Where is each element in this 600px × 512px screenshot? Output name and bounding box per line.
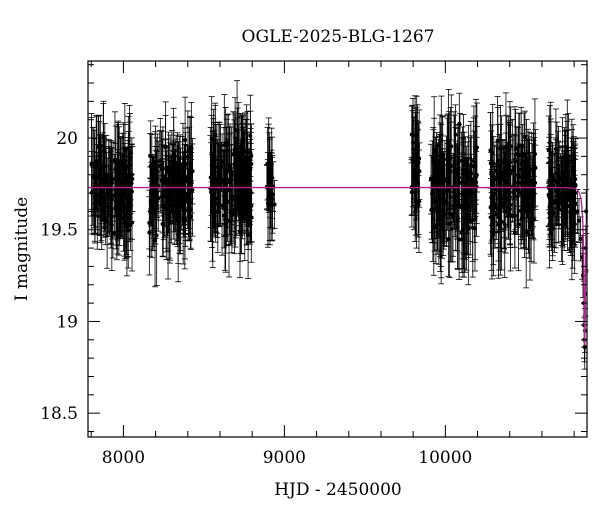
- data-point: [550, 173, 557, 229]
- data-point: [451, 172, 458, 230]
- data-point: [492, 176, 499, 233]
- data-point: [223, 126, 230, 237]
- data-point: [228, 126, 235, 226]
- data-point: [237, 164, 244, 262]
- data-point: [524, 138, 531, 213]
- data-point: [158, 130, 165, 208]
- data-point: [547, 187, 554, 248]
- data-point: [468, 135, 475, 212]
- data-point: [442, 189, 449, 239]
- y-tick-label: 18.5: [40, 404, 78, 424]
- plot-frame: [87, 60, 588, 438]
- data-point: [566, 158, 573, 254]
- x-tick-label: 9000: [263, 448, 306, 468]
- data-point: [170, 116, 177, 201]
- data-point: [500, 146, 507, 213]
- data-point: [562, 135, 569, 235]
- data-point: [547, 134, 554, 236]
- x-tick-label: 8000: [102, 448, 145, 468]
- data-point: [219, 133, 226, 190]
- data-point: [490, 136, 497, 191]
- data-point: [147, 166, 154, 257]
- data-point: [164, 176, 171, 252]
- chart-title: OGLE-2025-BLG-1267: [242, 27, 435, 47]
- x-axis-ticks: 8000 9000 10000: [90, 61, 575, 468]
- data-point: [473, 150, 480, 214]
- data-point: [515, 126, 522, 225]
- data-point: [177, 158, 184, 255]
- data-point: [438, 174, 445, 279]
- data-point: [494, 107, 501, 215]
- data-point: [240, 122, 247, 234]
- data-point: [235, 123, 242, 222]
- data-point: [552, 139, 559, 243]
- model-curve: [88, 186, 588, 346]
- data-point: [213, 123, 220, 233]
- data-point: [174, 145, 181, 225]
- data-point: [495, 124, 502, 234]
- data-point: [546, 182, 553, 231]
- data-point: [525, 173, 532, 235]
- data-point: [509, 118, 516, 223]
- data-point: [555, 147, 562, 215]
- data-point: [247, 159, 254, 223]
- data-point: [159, 191, 166, 257]
- data-point: [435, 158, 442, 265]
- data-point: [430, 180, 437, 276]
- data-point: [500, 140, 507, 250]
- data-point: [515, 112, 522, 227]
- data-point: [415, 149, 422, 253]
- data-point: [455, 167, 462, 270]
- data-point: [120, 122, 127, 206]
- data-point: [488, 152, 495, 244]
- data-point: [470, 105, 477, 217]
- data-point: [445, 201, 452, 277]
- data-point: [109, 207, 116, 259]
- data-point: [162, 101, 169, 192]
- y-axis-ticks: 18.5 19 19.5 20: [40, 64, 587, 432]
- data-point: [448, 94, 455, 199]
- data-point: [152, 125, 159, 218]
- data-point: [575, 198, 582, 243]
- data-point: [212, 104, 219, 165]
- data-point: [507, 106, 514, 187]
- y-tick-label: 19: [56, 312, 78, 332]
- x-tick-label: 10000: [418, 448, 472, 468]
- data-point: [531, 137, 538, 195]
- data-point: [446, 111, 453, 220]
- data-points-layer: [88, 80, 590, 370]
- data-point: [408, 105, 415, 164]
- data-point: [437, 122, 444, 191]
- data-point: [460, 210, 467, 269]
- data-point: [428, 180, 435, 240]
- data-point: [112, 162, 119, 218]
- data-point: [244, 133, 251, 226]
- data-point: [519, 156, 526, 241]
- data-point: [208, 96, 215, 183]
- data-point: [458, 132, 465, 234]
- data-point: [233, 117, 240, 205]
- data-point: [493, 141, 500, 200]
- data-point: [182, 161, 189, 235]
- data-point: [115, 180, 122, 256]
- data-point: [469, 177, 476, 262]
- y-axis-label: I magnitude: [12, 197, 32, 301]
- data-point: [520, 159, 527, 249]
- data-point: [149, 165, 156, 236]
- data-point: [96, 152, 103, 236]
- data-point: [168, 154, 175, 244]
- data-point: [408, 156, 415, 228]
- data-point: [89, 126, 96, 226]
- data-point: [415, 175, 422, 235]
- data-point: [125, 131, 132, 222]
- data-point: [412, 152, 419, 206]
- y-tick-label: 19.5: [40, 221, 78, 241]
- data-point: [124, 195, 131, 259]
- x-axis-label: HJD - 2450000: [274, 480, 402, 500]
- data-point: [265, 152, 272, 245]
- y-tick-label: 20: [56, 129, 78, 149]
- data-point: [224, 138, 231, 242]
